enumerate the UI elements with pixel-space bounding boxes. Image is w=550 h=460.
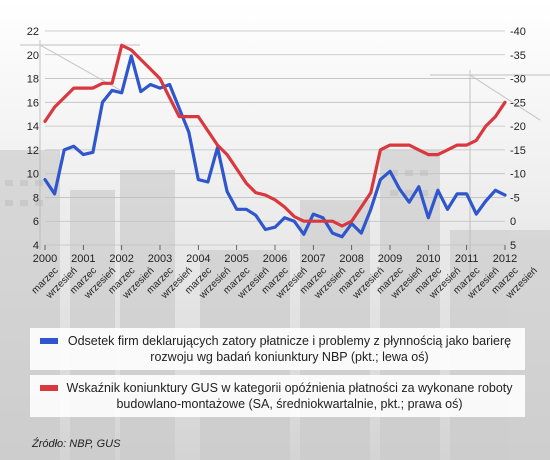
year-label: 2003: [148, 253, 172, 265]
right-tick-label: 0: [510, 216, 516, 228]
right-tick-label: -20: [510, 121, 526, 133]
legend-swatch-blue: [40, 338, 58, 344]
right-axis: 5 0 -5 -10 -15 -20 -25 -30 -35 -40: [510, 26, 526, 252]
left-tick-label: 4: [33, 240, 39, 252]
year-label: 2006: [263, 253, 287, 265]
series-line-nbp: [43, 54, 507, 239]
left-tick-label: 8: [33, 192, 39, 204]
left-tick-label: 20: [27, 50, 39, 62]
line-chart: 4 6 8 10 12 14 16 18 20 22 5 0 -5 -10 -15 -20 -25 -30 -35…: [27, 26, 540, 302]
legend-label-series2: Wskaźnik koniunktury GUS w kategorii opó…: [66, 381, 513, 411]
legend-item-series2: Wskaźnik koniunktury GUS w kategorii opó…: [30, 375, 525, 417]
year-label: 2008: [339, 253, 363, 265]
left-tick-label: 18: [27, 74, 39, 86]
legend: Odsetek firm deklarujących zatory płatni…: [30, 328, 525, 422]
year-label: 2010: [416, 253, 440, 265]
legend-item-series1: Odsetek firm deklarujących zatory płatni…: [30, 328, 525, 370]
left-tick-label: 16: [27, 97, 39, 109]
right-tick-label: -10: [510, 169, 526, 181]
year-label: 2011: [455, 253, 479, 265]
legend-swatch-red: [40, 385, 58, 391]
year-label: 2007: [301, 253, 325, 265]
year-label: 2004: [186, 253, 210, 265]
right-tick-label: -25: [510, 97, 526, 109]
right-tick-label: -15: [510, 145, 526, 157]
right-tick-label: -40: [510, 26, 526, 38]
chart-series: [43, 43, 507, 239]
left-tick-label: 12: [27, 145, 39, 157]
legend-label-series1: Odsetek firm deklarujących zatory płatni…: [67, 334, 512, 364]
right-tick-label: -5: [510, 192, 520, 204]
left-axis: 4 6 8 10 12 14 16 18 20 22: [27, 26, 39, 252]
x-axis-months: marzecwrzesieńmarzecwrzesieńmarzecwrzesi…: [30, 265, 540, 301]
year-label: 2002: [109, 253, 133, 265]
source-note: Źródło: NBP, GUS: [32, 438, 121, 450]
year-label: 2009: [378, 253, 402, 265]
left-tick-label: 22: [27, 26, 39, 38]
right-tick-label: -35: [510, 50, 526, 62]
year-label: 2001: [71, 253, 95, 265]
right-tick-label: -30: [510, 74, 526, 86]
right-tick-label: 5: [510, 240, 516, 252]
chart-gridlines: [45, 30, 505, 246]
year-label: 2000: [33, 253, 57, 265]
left-tick-label: 14: [27, 121, 39, 133]
left-tick-label: 10: [27, 169, 39, 181]
series-line-gus: [43, 43, 507, 228]
year-label: 2012: [493, 253, 517, 265]
left-tick-label: 6: [33, 216, 39, 228]
x-axis-years: 2000 2001 2002 2003 2004 2005 2006 2007 2008 2009…: [33, 245, 517, 265]
year-label: 2005: [224, 253, 248, 265]
